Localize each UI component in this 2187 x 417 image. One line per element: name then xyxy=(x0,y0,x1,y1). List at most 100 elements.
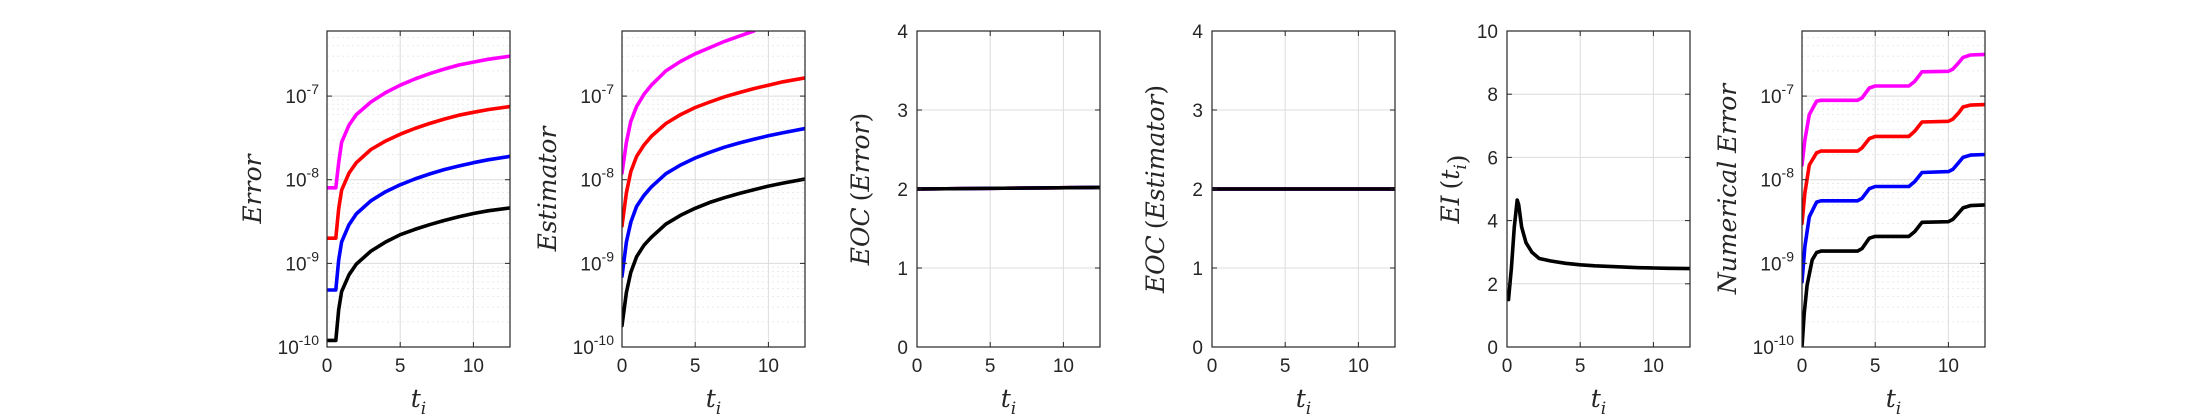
y-axis-label-paren: ( xyxy=(846,192,875,202)
x-tick-label: 0 xyxy=(912,356,923,377)
x-tick-label: 5 xyxy=(690,356,701,377)
y-tick-exponent: -8 xyxy=(307,165,320,181)
y-axis-label: Estimator xyxy=(533,125,562,253)
y-tick-label: 3 xyxy=(897,101,908,122)
y-axis-label-paren: ) xyxy=(846,113,875,123)
x-axis-label-main: t xyxy=(1591,384,1602,413)
y-tick-base: 10 xyxy=(580,87,601,108)
y-axis-label-paren: ( xyxy=(1141,219,1170,229)
y-axis-label-part: EOC xyxy=(1141,235,1170,294)
series-line-1 xyxy=(1507,198,1690,302)
series-line-4 xyxy=(327,206,510,343)
x-axis-label-main: t xyxy=(1296,384,1307,413)
grid xyxy=(1506,30,1690,348)
y-tick-label: 10-10 xyxy=(573,332,615,359)
y-axis-label: EI (ti) xyxy=(1436,154,1472,224)
axes-frame xyxy=(1801,30,1986,348)
x-axis-label: ti xyxy=(1296,384,1311,417)
y-axis-label-part: Estimator xyxy=(533,125,562,253)
x-tick-label: 5 xyxy=(1280,356,1291,377)
y-tick-exponent: -9 xyxy=(307,248,320,264)
series-line-1 xyxy=(327,54,510,190)
x-tick-label: 0 xyxy=(322,356,333,377)
y-tick-base: 10 xyxy=(285,171,306,192)
x-tick-label: 10 xyxy=(758,356,779,377)
x-tick-label: 0 xyxy=(1207,356,1218,377)
y-axis-label-paren: ) xyxy=(1443,154,1472,164)
x-tick-label: 10 xyxy=(1938,356,1959,377)
y-axis-label: EOC (Estimator) xyxy=(1141,85,1170,294)
x-tick-label: 5 xyxy=(1575,356,1586,377)
y-tick-label: 2 xyxy=(897,180,908,201)
y-axis-label-paren: ( xyxy=(1436,180,1465,190)
y-axis-label-part: EOC xyxy=(846,207,875,266)
y-axis-label-paren: ) xyxy=(1141,85,1170,95)
x-axis-label-main: t xyxy=(1001,384,1012,413)
y-tick-base: 10 xyxy=(278,338,299,359)
x-axis-label-sub: i xyxy=(1601,399,1606,417)
y-tick-label: 0 xyxy=(1192,338,1203,359)
y-tick-label: 10-7 xyxy=(285,81,319,108)
y-tick-exponent: -8 xyxy=(1782,165,1795,181)
y-tick-label: 4 xyxy=(1487,212,1498,233)
y-tick-base: 10 xyxy=(1760,254,1781,275)
y-axis-label-part: EI xyxy=(1436,194,1465,224)
y-tick-label: 2 xyxy=(1487,275,1498,296)
x-tick-label: 10 xyxy=(463,356,484,377)
series-group xyxy=(327,54,510,343)
x-axis-label: ti xyxy=(1591,384,1606,417)
axes-frame xyxy=(1506,30,1691,348)
x-tick-label: 0 xyxy=(1502,356,1513,377)
y-tick-label: 10-7 xyxy=(580,81,614,108)
series-line-3 xyxy=(622,126,805,279)
x-tick-label: 5 xyxy=(985,356,996,377)
series-group xyxy=(622,31,805,328)
x-axis-label-main: t xyxy=(411,384,422,413)
y-tick-label: 2 xyxy=(1192,180,1203,201)
x-axis-label-sub: i xyxy=(1011,399,1016,417)
series-line-2 xyxy=(327,104,510,240)
series-group xyxy=(1802,52,1985,347)
x-axis-label: ti xyxy=(706,384,721,417)
x-tick-label: 10 xyxy=(1053,356,1074,377)
y-tick-label: 0 xyxy=(1487,338,1498,359)
y-tick-exponent: -7 xyxy=(1782,81,1795,97)
series-line-1 xyxy=(1802,52,1985,167)
x-axis-label-sub: i xyxy=(1306,399,1311,417)
y-tick-label: 10-10 xyxy=(1753,332,1795,359)
y-tick-label: 10-9 xyxy=(580,248,614,275)
x-tick-label: 0 xyxy=(1797,356,1808,377)
series-group xyxy=(917,185,1100,191)
y-axis-label: Numerical Error xyxy=(1713,82,1742,295)
y-tick-base: 10 xyxy=(580,171,601,192)
y-tick-exponent: -9 xyxy=(602,248,615,264)
x-tick-label: 5 xyxy=(395,356,406,377)
y-tick-label: 10-7 xyxy=(1760,81,1794,108)
y-tick-base: 10 xyxy=(285,254,306,275)
y-axis-label: Error xyxy=(238,152,267,224)
y-tick-label: 4 xyxy=(1192,22,1203,43)
series-line-2 xyxy=(1802,102,1985,226)
y-tick-base: 10 xyxy=(573,338,594,359)
y-tick-label: 3 xyxy=(1192,101,1203,122)
y-tick-exponent: -10 xyxy=(1774,332,1794,348)
series-group xyxy=(1507,198,1690,302)
series-line-3 xyxy=(327,154,510,292)
y-tick-base: 10 xyxy=(1760,171,1781,192)
chart-panel-4: 0 5 10 0 1 2 3 4 ti EOC (Estimator) xyxy=(1141,22,1396,417)
y-axis-label: EOC (Error) xyxy=(846,113,875,267)
y-axis-label-part: Error xyxy=(846,120,875,192)
y-axis-label-part: Numerical Error xyxy=(1713,82,1742,295)
y-axis-label-part: Error xyxy=(238,152,267,224)
y-tick-label: 6 xyxy=(1487,148,1498,169)
x-tick-label: 10 xyxy=(1643,356,1664,377)
series-line-1 xyxy=(622,31,756,175)
x-axis-label-main: t xyxy=(706,384,717,413)
series-line-4 xyxy=(917,185,1100,191)
y-tick-exponent: -7 xyxy=(602,81,615,97)
